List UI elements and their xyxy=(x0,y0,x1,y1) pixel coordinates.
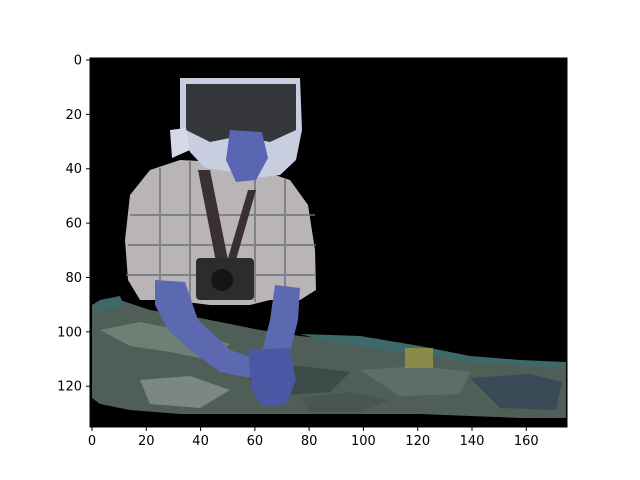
y-tick-label: 60 xyxy=(65,217,82,232)
x-tick-label: 80 xyxy=(301,434,318,449)
y-tick-label: 80 xyxy=(65,271,82,286)
person-photo xyxy=(92,78,566,418)
image-area xyxy=(90,58,567,427)
x-tick-label: 120 xyxy=(405,434,430,449)
x-tick-label: 100 xyxy=(351,434,376,449)
x-axis: 0 20 40 60 80 100 120 140 160 xyxy=(88,427,539,449)
x-tick-label: 60 xyxy=(247,434,264,449)
y-tick-label: 20 xyxy=(65,108,82,123)
x-tick-label: 0 xyxy=(88,434,96,449)
x-tick-label: 20 xyxy=(138,434,155,449)
x-tick-label: 140 xyxy=(460,434,485,449)
x-tick-label: 160 xyxy=(514,434,539,449)
y-tick-label: 100 xyxy=(57,325,82,340)
y-tick-label: 40 xyxy=(65,162,82,177)
axes-frame xyxy=(89,57,568,428)
y-tick-label: 120 xyxy=(57,380,82,395)
y-axis: 0 20 40 60 80 100 120 xyxy=(57,54,90,395)
y-tick-label: 0 xyxy=(74,54,82,69)
x-tick-label: 40 xyxy=(192,434,209,449)
